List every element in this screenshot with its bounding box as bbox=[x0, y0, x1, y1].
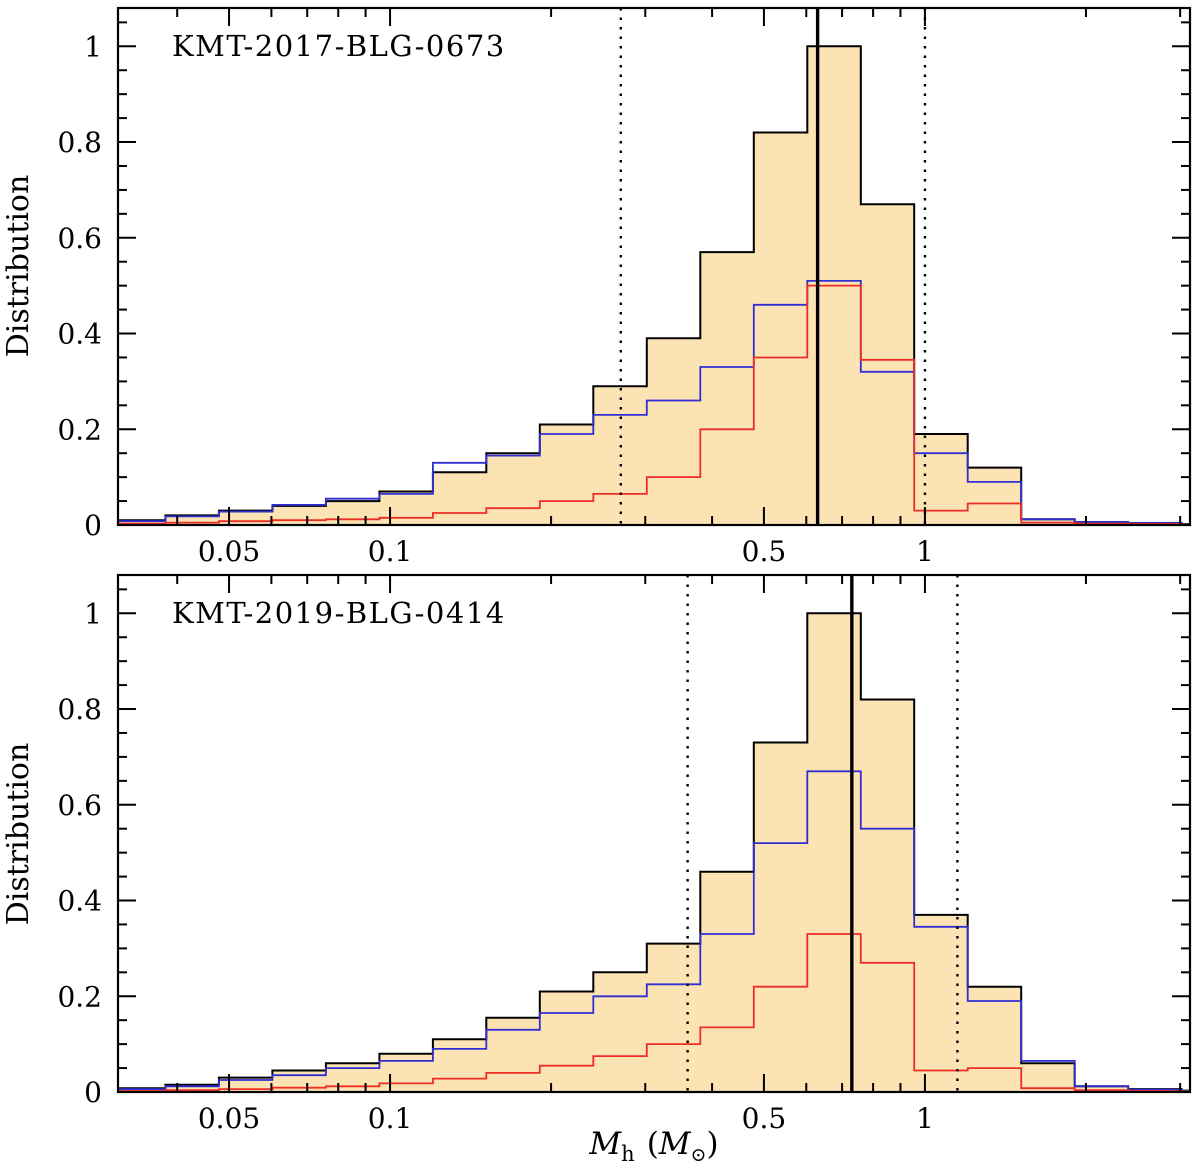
y-tick-label: 0.8 bbox=[57, 126, 102, 159]
blue-histogram-path bbox=[118, 280, 1190, 525]
x-tick-label: 1 bbox=[916, 535, 934, 568]
panel-top-plot: 0.05 0.1 0.5 1 0 0.2 0.4 0.6 0.8 1 bbox=[57, 6, 1192, 568]
panel-top-title: KMT-2017-BLG-0673 bbox=[172, 29, 506, 63]
plot-frame bbox=[116, 573, 1192, 1094]
total-distribution-path bbox=[118, 45, 1190, 525]
panel-bottom-plot: 0.05 0.1 0.5 1 0 0.2 0.4 0.6 0.8 1 bbox=[57, 573, 1192, 1135]
x-title-msun-symbol: M bbox=[658, 1126, 691, 1162]
y-tick-label: 1 bbox=[84, 30, 102, 63]
red-histogram-path bbox=[118, 933, 1190, 1092]
y-tick-label: 0.4 bbox=[57, 885, 102, 918]
y-axis-title-bottom: Distribution bbox=[1, 743, 36, 926]
y-tick-label: 0.2 bbox=[57, 413, 102, 446]
blue-histogram-path bbox=[118, 770, 1190, 1092]
y-axis-title-top: Distribution bbox=[1, 175, 36, 358]
y-tick-label: 0 bbox=[84, 1076, 102, 1109]
panel-bottom-title: KMT-2019-BLG-0414 bbox=[172, 596, 506, 630]
y-tick-label: 0.6 bbox=[57, 789, 102, 822]
x-tick-label: 0.05 bbox=[198, 1102, 260, 1135]
y-tick-label: 0 bbox=[84, 509, 102, 542]
sun-symbol-icon: ⊙ bbox=[690, 1144, 707, 1166]
x-title-subscript-h: h bbox=[621, 1142, 635, 1166]
x-tick-label: 1 bbox=[916, 1102, 934, 1135]
y-tick-label: 0.4 bbox=[57, 318, 102, 351]
x-tick-label: 0.5 bbox=[742, 535, 787, 568]
y-tick-label: 0.6 bbox=[57, 222, 102, 255]
x-title-mass-symbol: M bbox=[589, 1126, 622, 1162]
total-distribution-path bbox=[118, 612, 1190, 1092]
x-axis-title: Mh (M⊙) bbox=[118, 1126, 1190, 1166]
plot-frame bbox=[116, 6, 1192, 527]
x-title-close-paren: ) bbox=[706, 1126, 719, 1162]
y-tick-label: 0.2 bbox=[57, 980, 102, 1013]
x-title-open-paren: ( bbox=[646, 1126, 659, 1162]
x-tick-label: 0.1 bbox=[368, 535, 413, 568]
y-tick-label: 0.8 bbox=[57, 693, 102, 726]
red-histogram-path bbox=[118, 284, 1190, 525]
y-tick-label: 1 bbox=[84, 597, 102, 630]
x-tick-label: 0.05 bbox=[198, 535, 260, 568]
x-tick-label: 0.1 bbox=[368, 1102, 413, 1135]
x-tick-label: 0.5 bbox=[742, 1102, 787, 1135]
